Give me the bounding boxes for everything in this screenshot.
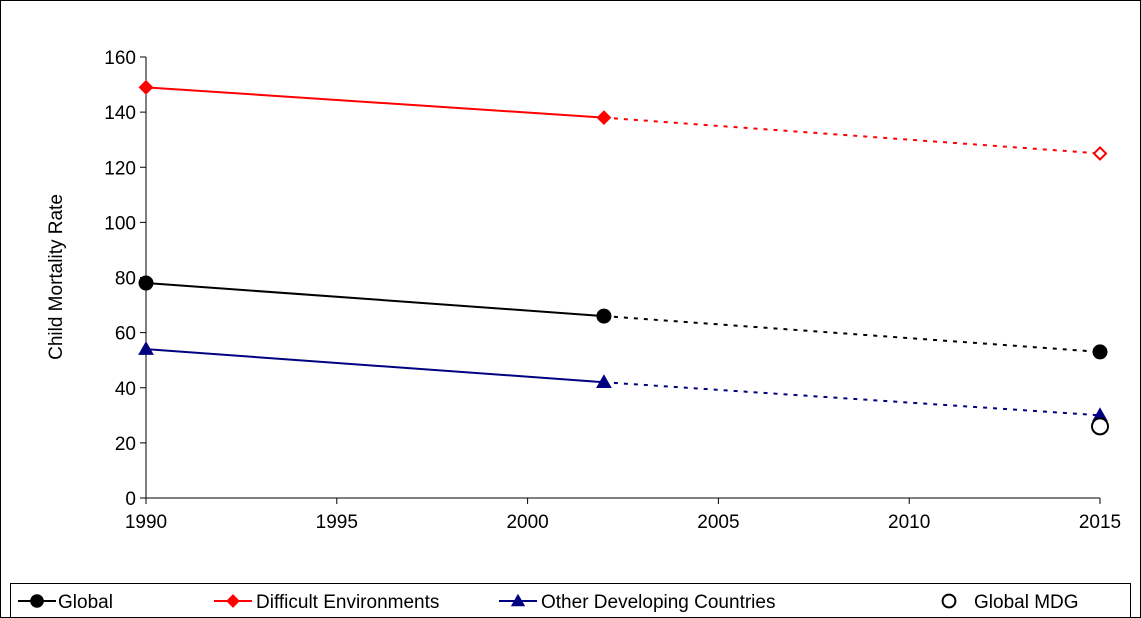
y-tick-label: 160 <box>104 48 136 69</box>
y-tick-label: 80 <box>115 269 136 290</box>
series-lines <box>145 86 1101 417</box>
y-tick-label: 40 <box>115 379 136 400</box>
series-line <box>145 282 604 318</box>
x-tick-label: 2010 <box>888 512 930 533</box>
projection-point <box>1092 146 1108 161</box>
x-tick-label: 2005 <box>697 512 739 533</box>
data-point <box>596 308 612 324</box>
data-point <box>1091 417 1109 436</box>
y-tick-label: 140 <box>104 103 136 124</box>
y-tick-label: 120 <box>104 158 136 179</box>
data-point <box>138 79 154 95</box>
legend-marker <box>30 594 44 608</box>
y-tick-label: 0 <box>125 489 136 510</box>
projection-line <box>603 381 1101 417</box>
y-tick-label: 60 <box>115 324 136 345</box>
y-tick-label: 100 <box>104 213 136 234</box>
data-point <box>596 374 612 388</box>
data-point <box>596 110 612 126</box>
legend-label: Global MDG <box>974 592 1079 613</box>
x-tick-label: 2015 <box>1079 512 1121 533</box>
series-line <box>145 86 604 119</box>
projection-point <box>1092 344 1108 360</box>
x-tick-label: 2000 <box>506 512 548 533</box>
legend-marker <box>510 593 526 607</box>
x-tick-label: 1990 <box>125 512 167 533</box>
x-tick-label: 1995 <box>316 512 358 533</box>
data-point <box>138 341 154 355</box>
projection-line <box>603 315 1101 353</box>
projection-line <box>603 116 1101 155</box>
legend-marker <box>226 594 240 608</box>
legend-label: Difficult Environments <box>256 592 439 613</box>
series-markers <box>138 79 1109 436</box>
data-point <box>138 275 154 291</box>
legend-marker <box>941 593 957 609</box>
y-tick-label: 20 <box>115 434 136 455</box>
axes: 0 20 40 60 80 100 120 140 160 1990 1995 2000 2005 201… <box>104 48 1121 533</box>
series-line <box>145 348 604 384</box>
legend: Global Difficult Environments Other Develo… <box>10 583 1131 618</box>
legend-label: Global <box>58 592 113 613</box>
y-axis-label: Child Mortality Rate <box>46 194 67 360</box>
legend-label: Other Developing Countries <box>541 592 775 613</box>
